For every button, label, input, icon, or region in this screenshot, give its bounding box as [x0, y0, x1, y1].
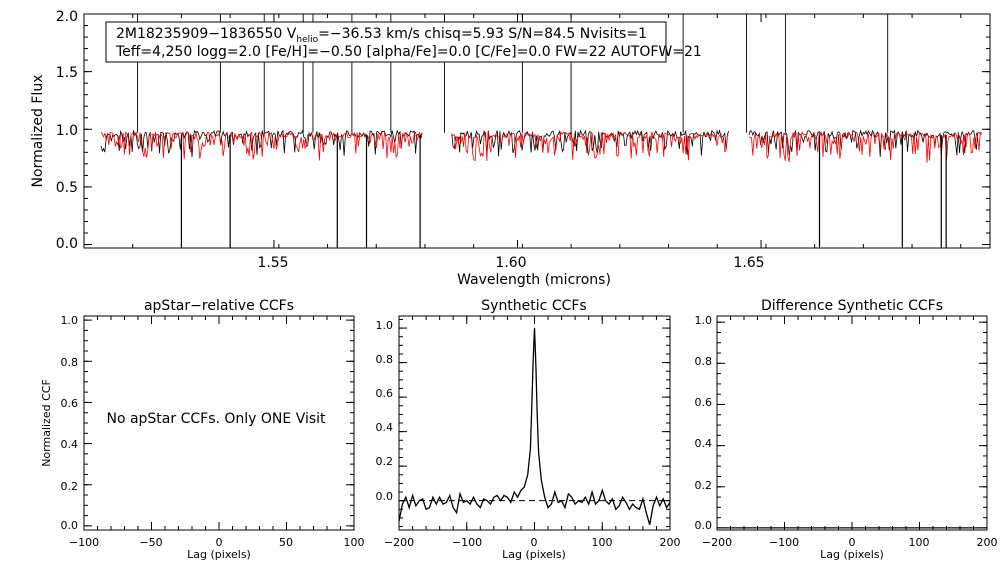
- y-tick-label-0.0: 0.0: [56, 236, 78, 252]
- x-tick-label-1.60: 1.60: [495, 255, 526, 271]
- synthetic-ccf-panel: Synthetic CCFs −200 −100 0 100 200 0.0 0…: [376, 298, 681, 561]
- x-tick-label-100: 100: [344, 536, 365, 549]
- y-tick-label-0.5: 0.5: [56, 180, 78, 196]
- synthetic-spectrum-line-chip-1: [100, 130, 423, 161]
- synthetic-ccf-ticks: [398, 316, 671, 530]
- x-tick-label-100: 100: [592, 536, 613, 549]
- x-tick-label-0: 0: [216, 536, 223, 549]
- x-tick-label-minus-100: −100: [452, 536, 482, 549]
- apstar-ccf-y-axis-label: Normalized CCF: [40, 379, 53, 467]
- apstar-ccf-title: apStar−relative CCFs: [144, 298, 294, 314]
- synthetic-spectrum-line-chip-2: [451, 130, 729, 162]
- y-tick-label-1.5: 1.5: [56, 65, 78, 81]
- x-tick-label-minus-100: −100: [769, 536, 799, 549]
- synthetic-ccf-line-1: [398, 328, 671, 525]
- annotation-line-1: 2M18235909−1836550 Vhelio=−36.53 km/s ch…: [116, 26, 647, 45]
- y-tick-label-0.6: 0.6: [695, 396, 713, 409]
- no-visit-message: No apStar CCFs. Only ONE Visit: [106, 411, 326, 427]
- spectrum-panel: 1.55 1.60 1.65 0.0 0.5 1.0 1.5 2.0 Wavel…: [30, 9, 991, 288]
- y-tick-label-0.4: 0.4: [695, 437, 713, 450]
- y-tick-label-0.8: 0.8: [61, 356, 79, 369]
- y-tick-label-2.0: 2.0: [56, 9, 78, 25]
- y-tick-label-0.8: 0.8: [376, 353, 394, 366]
- synthetic-ccf-title: Synthetic CCFs: [481, 298, 586, 314]
- x-tick-label-200: 200: [977, 536, 998, 549]
- y-tick-label-0.6: 0.6: [376, 387, 394, 400]
- annotation-line-2: Teff=4,250 logg=2.0 [Fe/H]=−0.50 [alpha/…: [115, 44, 702, 60]
- y-tick-label-0.2: 0.2: [695, 479, 713, 492]
- x-tick-label-minus-200: −200: [702, 536, 732, 549]
- x-tick-label-0: 0: [849, 536, 856, 549]
- spectrum-ticks: [83, 13, 990, 248]
- spectrum-x-axis-label: Wavelength (microns): [457, 272, 611, 288]
- y-tick-label-0.8: 0.8: [695, 355, 713, 368]
- y-tick-label-0.2: 0.2: [376, 455, 394, 468]
- y-tick-label-0.0: 0.0: [376, 490, 394, 503]
- synthetic-spectrum-line-chip-3: [748, 131, 982, 163]
- synthetic-ccf-series-group: [398, 328, 671, 525]
- apstar-ccf-panel: apStar−relative CCFs No apStar CCFs. Onl…: [40, 298, 365, 561]
- x-tick-label-minus-100: −100: [69, 536, 99, 549]
- y-tick-label-0.0: 0.0: [695, 519, 713, 532]
- spectrum-y-axis-label: Normalized Flux: [30, 75, 46, 188]
- y-tick-label-0.4: 0.4: [61, 438, 79, 451]
- x-tick-label-100: 100: [909, 536, 930, 549]
- x-tick-label-minus-200: −200: [384, 536, 414, 549]
- annotation-box: [105, 21, 667, 63]
- y-tick-label-1.0: 1.0: [695, 314, 713, 327]
- annotation-line1-suffix: =−36.53 km/s chisq=5.93 S/N=84.5 Nvisits…: [318, 26, 647, 42]
- spectrum-plot-frame: [83, 13, 991, 249]
- annotation-line1-prefix: 2M18235909−1836550 V: [116, 26, 297, 42]
- y-tick-label-0.6: 0.6: [61, 397, 79, 410]
- annotation-line1-subscript: helio: [296, 35, 318, 45]
- difference-ccf-x-axis-label: Lag (pixels): [820, 548, 884, 561]
- x-tick-label-1.65: 1.65: [733, 255, 764, 271]
- y-tick-label-0.2: 0.2: [61, 480, 79, 493]
- apstar-ccf-ticks: [83, 316, 355, 530]
- observed-spectrum-line-chip-2: [451, 129, 730, 157]
- x-tick-label-200: 200: [660, 536, 681, 549]
- observed-spectrum-line-chip-1: [100, 129, 423, 158]
- x-tick-label-50: 50: [279, 536, 293, 549]
- synthetic-ccf-x-axis-label: Lag (pixels): [502, 548, 566, 561]
- y-tick-label-1.0: 1.0: [61, 314, 79, 327]
- y-tick-label-0.4: 0.4: [376, 421, 394, 434]
- x-tick-label-minus-50: −50: [139, 536, 162, 549]
- y-tick-label-0.0: 0.0: [61, 519, 79, 532]
- apstar-ccf-x-axis-label: Lag (pixels): [187, 548, 251, 561]
- y-tick-label-1.0: 1.0: [376, 319, 394, 332]
- x-tick-label-1.55: 1.55: [257, 255, 288, 271]
- x-tick-label-0: 0: [531, 536, 538, 549]
- y-tick-label-1.0: 1.0: [56, 123, 78, 139]
- difference-ccf-title: Difference Synthetic CCFs: [761, 298, 943, 314]
- difference-ccf-panel: Difference Synthetic CCFs −200 −100 0 10…: [695, 298, 998, 561]
